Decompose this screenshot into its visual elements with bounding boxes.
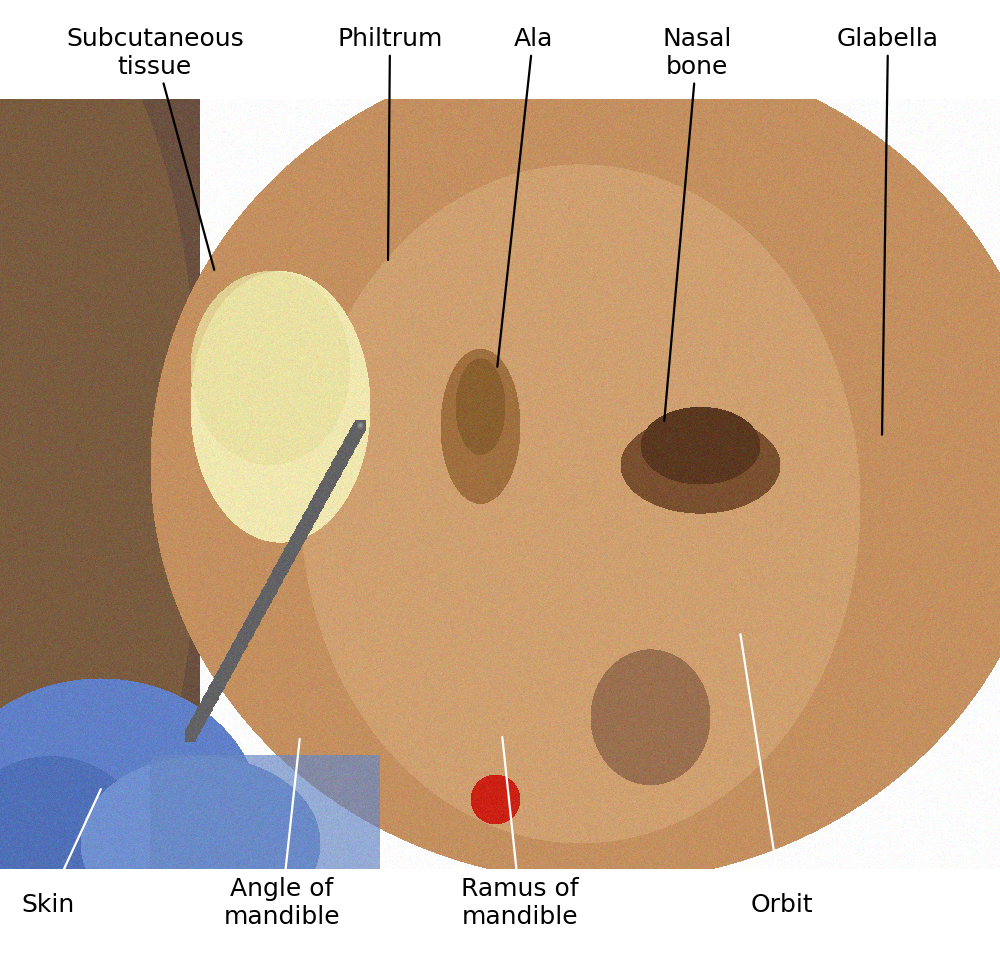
Text: Angle of
mandible: Angle of mandible <box>224 739 340 928</box>
Text: Orbit: Orbit <box>740 635 813 916</box>
Text: Ramus of
mandible: Ramus of mandible <box>461 737 579 928</box>
Text: Nasal
bone: Nasal bone <box>662 27 732 422</box>
Text: Glabella: Glabella <box>837 27 939 435</box>
Text: Ala: Ala <box>497 27 553 367</box>
Text: Skin: Skin <box>21 790 101 916</box>
Text: Subcutaneous
tissue: Subcutaneous tissue <box>66 27 244 270</box>
Text: Philtrum: Philtrum <box>337 27 443 261</box>
